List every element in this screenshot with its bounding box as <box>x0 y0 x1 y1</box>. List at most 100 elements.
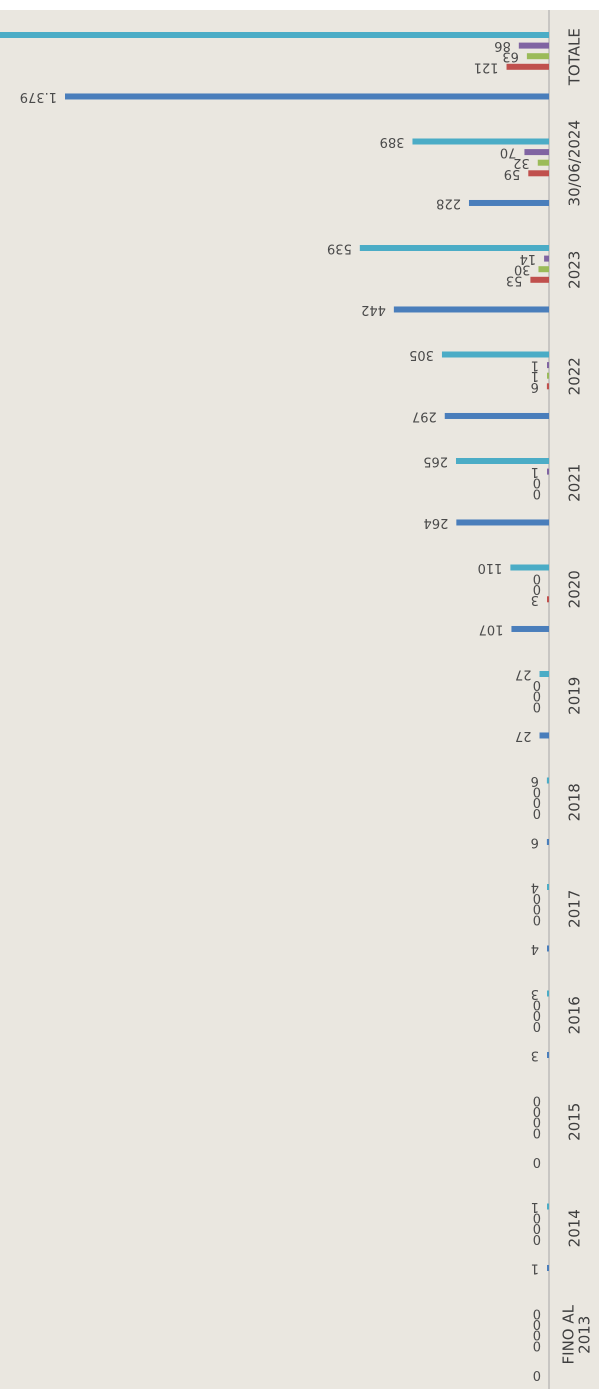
data-label: 1 <box>531 368 539 383</box>
bar-series-1 <box>511 625 549 632</box>
category-label: 2023 <box>566 251 584 289</box>
data-label: 27 <box>515 728 532 743</box>
category-label: 2022 <box>566 357 584 395</box>
bar-series-4 <box>524 149 549 156</box>
category-label: TOTALE <box>566 28 584 86</box>
data-label: 121 <box>474 59 499 74</box>
data-label: 0 <box>533 1210 541 1225</box>
data-label: 0 <box>533 677 541 692</box>
bar-series-5 <box>546 777 549 784</box>
data-label: 63 <box>502 49 519 64</box>
bar-series-1 <box>547 1264 549 1271</box>
category-label: 30/06/2024 <box>566 120 584 206</box>
data-label: 0 <box>533 784 541 799</box>
category-label: FINO AL <box>560 1304 578 1364</box>
data-label: 0 <box>533 1367 541 1382</box>
bar-series-1 <box>547 1051 549 1058</box>
bar-series-5 <box>547 884 549 890</box>
bar-series-2 <box>547 596 549 603</box>
category-label: 2018 <box>566 783 584 821</box>
bar-series-3 <box>526 53 549 60</box>
data-label: 1 <box>531 464 539 479</box>
data-label: 264 <box>424 515 449 530</box>
data-label: 3 <box>531 1047 539 1062</box>
data-label: 30 <box>514 262 531 277</box>
data-label: 53 <box>506 272 523 287</box>
data-label: 0 <box>533 581 541 596</box>
plot-background <box>0 10 599 1389</box>
data-label: 389 <box>380 134 405 149</box>
bar-series-5 <box>547 990 549 997</box>
bar-series-5 <box>547 1203 549 1210</box>
data-label: 1 <box>531 1260 539 1275</box>
data-label: 70 <box>500 145 517 160</box>
bar-series-3 <box>537 159 549 166</box>
data-label: 228 <box>436 195 461 210</box>
bar-series-1 <box>547 945 549 952</box>
bar-series-5 <box>510 564 549 571</box>
bar-series-3 <box>538 266 549 273</box>
bar-series-1 <box>444 412 549 419</box>
bar-series-1 <box>546 838 549 845</box>
bar-series-5 <box>359 245 549 251</box>
bar-series-1 <box>456 519 549 526</box>
data-label: 265 <box>423 454 448 469</box>
data-label: 0 <box>533 688 541 703</box>
data-label: 297 <box>412 408 437 423</box>
data-label: 0 <box>533 1316 541 1331</box>
data-label: 32 <box>513 155 530 170</box>
data-label: 1.379 <box>20 89 57 104</box>
bar-series-1 <box>65 93 549 100</box>
bar-series-4 <box>544 255 549 262</box>
data-label: 0 <box>533 890 541 905</box>
data-label: 442 <box>361 302 386 317</box>
data-label: 3 <box>531 592 539 607</box>
bar-series-1 <box>539 732 549 739</box>
data-label: 0 <box>533 1018 541 1033</box>
bar-series-1 <box>468 199 549 206</box>
data-label: 59 <box>504 166 521 181</box>
data-label: 0 <box>533 911 541 926</box>
data-label: 0 <box>533 1220 541 1235</box>
data-label: 6 <box>531 773 539 788</box>
data-label: 27 <box>515 667 532 682</box>
bar-series-1 <box>393 306 549 313</box>
data-label: 0 <box>533 1154 541 1169</box>
data-label: 0 <box>533 698 541 713</box>
data-label: 6 <box>531 379 539 394</box>
category-label: 2016 <box>566 996 584 1034</box>
data-label: 0 <box>533 571 541 586</box>
data-label: 3 <box>531 986 539 1001</box>
data-label: 4 <box>531 880 539 895</box>
data-label: 0 <box>533 475 541 490</box>
bar-series-4 <box>547 468 549 475</box>
bar-series-5 <box>539 671 549 677</box>
bar-series-4 <box>547 362 549 369</box>
bar-series-4 <box>518 42 549 49</box>
category-label: 2019 <box>566 677 584 715</box>
data-label: 0 <box>533 1103 541 1118</box>
category-label: 2021 <box>566 464 584 502</box>
data-label: 0 <box>533 1124 541 1139</box>
data-label: 0 <box>533 1093 541 1108</box>
data-label: 0 <box>533 997 541 1012</box>
bar-series-2 <box>530 276 549 283</box>
bar-series-5 <box>412 138 549 145</box>
data-label: 1 <box>531 1199 539 1214</box>
bar-series-2 <box>546 383 549 390</box>
data-label: 0 <box>533 794 541 809</box>
data-label: 0 <box>533 1337 541 1352</box>
bar-series-3 <box>547 372 549 379</box>
data-label: 0 <box>533 1007 541 1022</box>
